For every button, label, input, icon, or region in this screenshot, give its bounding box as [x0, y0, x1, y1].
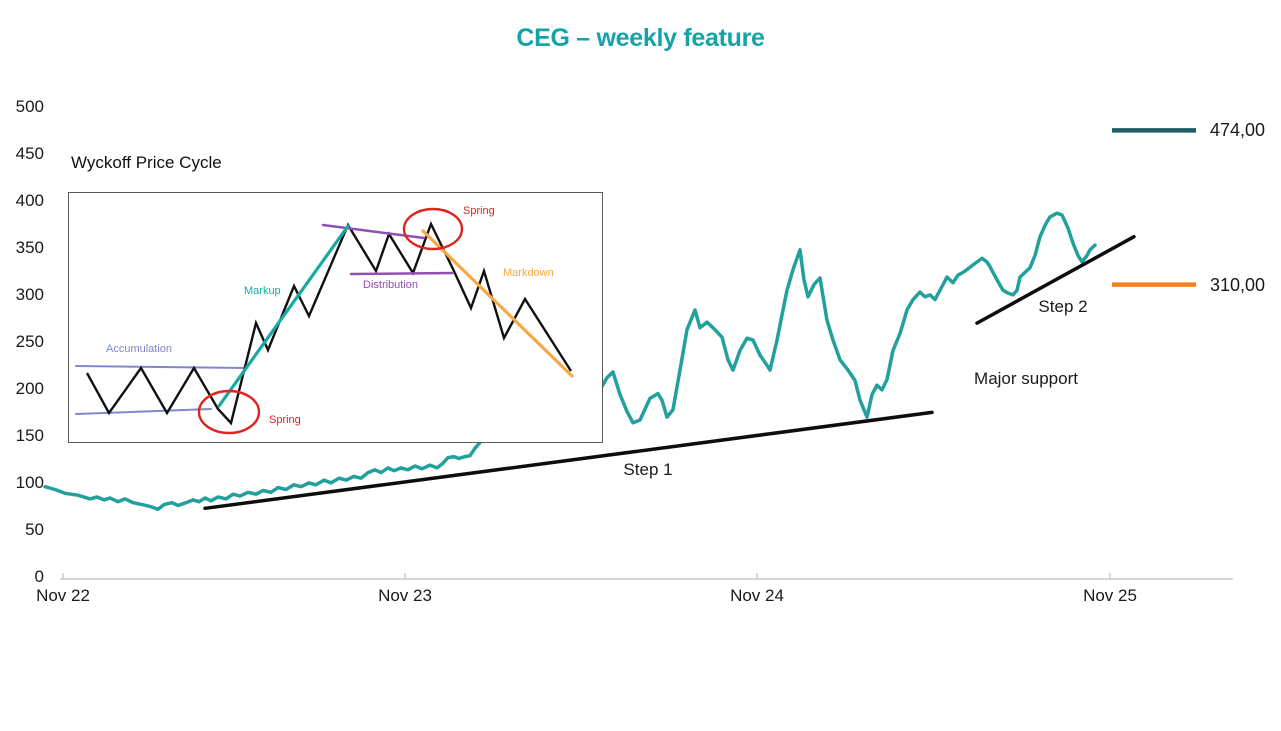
markdown-label: Markdown: [503, 267, 554, 279]
x-tick-label: Nov 23: [378, 586, 432, 605]
chart-title: CEG – weekly feature: [516, 24, 765, 52]
step-2-label: Step 2: [1038, 297, 1088, 316]
price-series-line: [43, 211, 1097, 512]
accumulation-label: Accumulation: [106, 343, 173, 355]
distribution-lower-line: [349, 271, 455, 276]
y-tick-label: 100: [16, 473, 44, 492]
y-tick-label: 50: [25, 520, 44, 539]
y-tick-label: 0: [35, 567, 44, 586]
spring-bottom-label: Spring: [269, 414, 301, 426]
markup-trendline: [217, 224, 350, 408]
y-tick-label: 450: [16, 144, 44, 163]
y-tick-label: 200: [16, 379, 44, 398]
legend-value-310: 310,00: [1210, 275, 1266, 295]
y-tick-label: 150: [16, 426, 44, 445]
step-1-trendline: [203, 410, 934, 511]
legend-value-474: 474,00: [1210, 120, 1266, 140]
step-2-trendline: [975, 234, 1136, 325]
spring-bottom-circle: [197, 389, 261, 435]
wyckoff-inset-title: Wyckoff Price Cycle: [71, 153, 222, 172]
y-tick-label: 500: [16, 97, 44, 116]
distribution-upper-line: [321, 223, 426, 240]
wyckoff-inset-panel: Accumulation Markup Distribution Markdown Sp…: [68, 192, 603, 443]
x-tick-label: Nov 24: [730, 586, 784, 605]
distribution-label: Distribution: [363, 279, 419, 291]
y-tick-label: 400: [16, 191, 44, 210]
accumulation-upper-line: [75, 365, 247, 369]
y-tick-label: 250: [16, 332, 44, 351]
y-tick-label: 300: [16, 285, 44, 304]
spring-top-circle: [402, 207, 464, 251]
markdown-trendline: [421, 229, 574, 378]
spring-top-label: Spring: [463, 205, 495, 217]
x-tick-label: Nov 22: [36, 586, 90, 605]
y-tick-label: 350: [16, 238, 44, 257]
major-support-label: Major support: [974, 369, 1078, 388]
x-tick-label: Nov 25: [1083, 586, 1137, 605]
wyckoff-price-path: [85, 220, 573, 426]
markup-label: Markup: [244, 285, 281, 297]
step-1-label: Step 1: [623, 460, 673, 479]
accumulation-lower-line: [75, 408, 212, 415]
wyckoff-diagram: [75, 207, 574, 435]
